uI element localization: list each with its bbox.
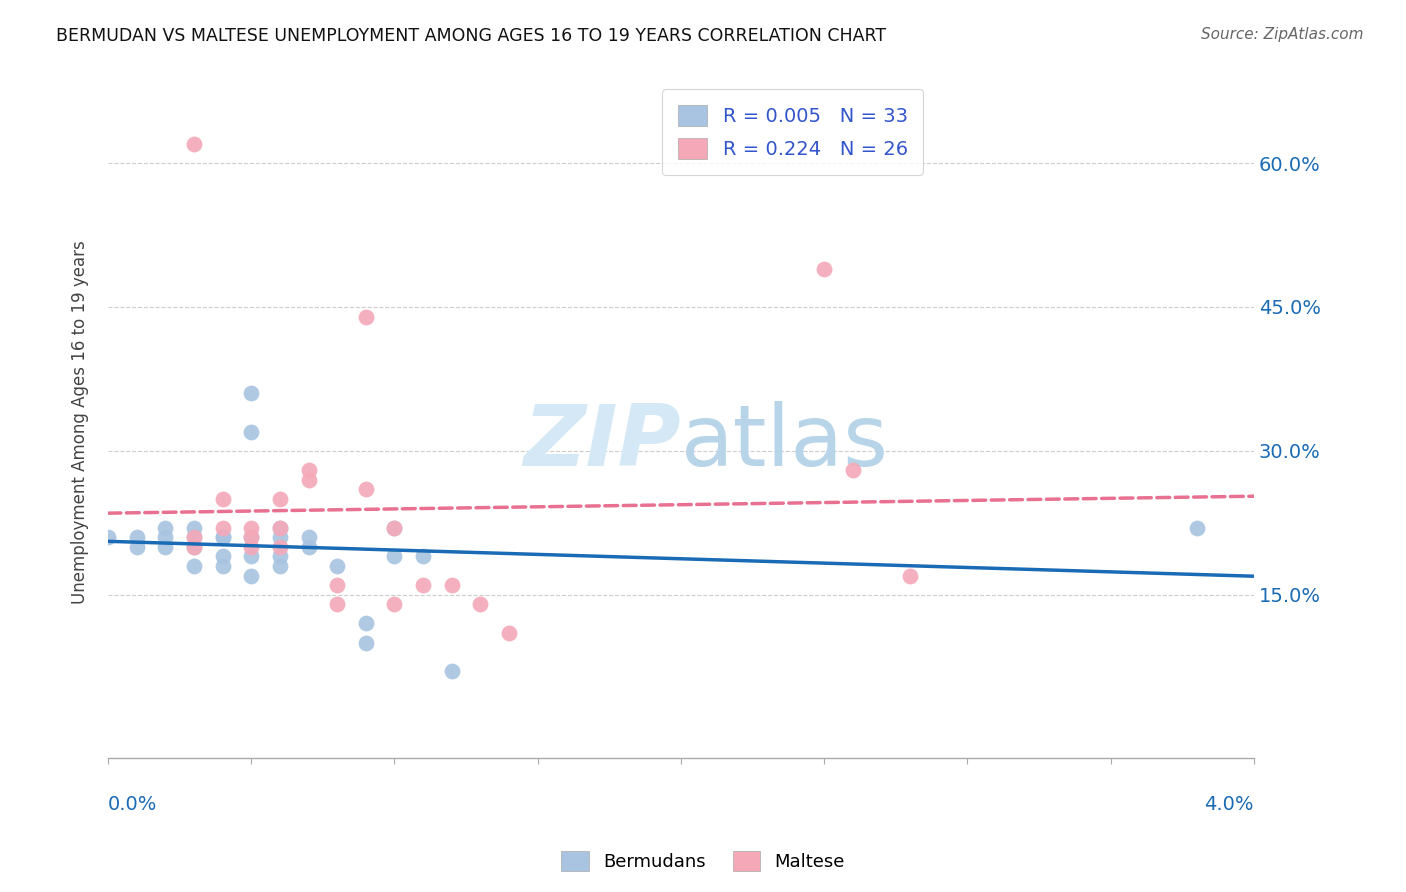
Point: [240, 530, 263, 544]
Point: [211, 558, 233, 573]
Point: [211, 530, 233, 544]
Point: [240, 520, 263, 534]
Point: [183, 540, 205, 554]
Point: [125, 540, 148, 554]
Point: [211, 530, 233, 544]
Text: 0.0%: 0.0%: [108, 795, 157, 814]
Point: [240, 549, 263, 564]
Point: [183, 520, 205, 534]
Point: [898, 568, 921, 582]
Point: [269, 491, 291, 506]
Point: [240, 530, 263, 544]
Point: [384, 549, 406, 564]
Point: [440, 665, 463, 679]
Point: [354, 635, 377, 649]
Point: [384, 520, 406, 534]
Point: [384, 520, 406, 534]
Point: [354, 616, 377, 631]
Point: [240, 568, 263, 582]
Point: [183, 136, 205, 151]
Point: [269, 520, 291, 534]
Point: [297, 540, 319, 554]
Point: [269, 549, 291, 564]
Point: [269, 558, 291, 573]
Point: [384, 597, 406, 611]
Point: [1185, 520, 1208, 534]
Point: [211, 520, 233, 534]
Point: [155, 540, 177, 554]
Point: [183, 558, 205, 573]
Point: [183, 530, 205, 544]
Point: [211, 491, 233, 506]
Point: [354, 482, 377, 496]
Point: [326, 558, 349, 573]
Point: [440, 578, 463, 592]
Point: [326, 597, 349, 611]
Text: Source: ZipAtlas.com: Source: ZipAtlas.com: [1201, 27, 1364, 42]
Point: [297, 530, 319, 544]
Text: ZIP: ZIP: [523, 401, 681, 483]
Point: [813, 261, 835, 276]
Point: [155, 530, 177, 544]
Legend: R = 0.005   N = 33, R = 0.224   N = 26: R = 0.005 N = 33, R = 0.224 N = 26: [662, 89, 924, 175]
Point: [155, 520, 177, 534]
Point: [269, 530, 291, 544]
Point: [240, 425, 263, 439]
Point: [269, 540, 291, 554]
Text: BERMUDAN VS MALTESE UNEMPLOYMENT AMONG AGES 16 TO 19 YEARS CORRELATION CHART: BERMUDAN VS MALTESE UNEMPLOYMENT AMONG A…: [56, 27, 886, 45]
Point: [183, 530, 205, 544]
Point: [842, 463, 865, 477]
Text: 4.0%: 4.0%: [1205, 795, 1254, 814]
Text: atlas: atlas: [681, 401, 889, 483]
Point: [211, 549, 233, 564]
Point: [470, 597, 492, 611]
Y-axis label: Unemployment Among Ages 16 to 19 years: Unemployment Among Ages 16 to 19 years: [72, 240, 89, 604]
Point: [183, 540, 205, 554]
Point: [354, 310, 377, 324]
Legend: Bermudans, Maltese: Bermudans, Maltese: [554, 844, 852, 879]
Point: [97, 530, 120, 544]
Point: [498, 626, 520, 640]
Point: [412, 549, 434, 564]
Point: [297, 473, 319, 487]
Point: [240, 386, 263, 401]
Point: [240, 540, 263, 554]
Point: [326, 578, 349, 592]
Point: [297, 463, 319, 477]
Point: [412, 578, 434, 592]
Point: [269, 520, 291, 534]
Point: [125, 530, 148, 544]
